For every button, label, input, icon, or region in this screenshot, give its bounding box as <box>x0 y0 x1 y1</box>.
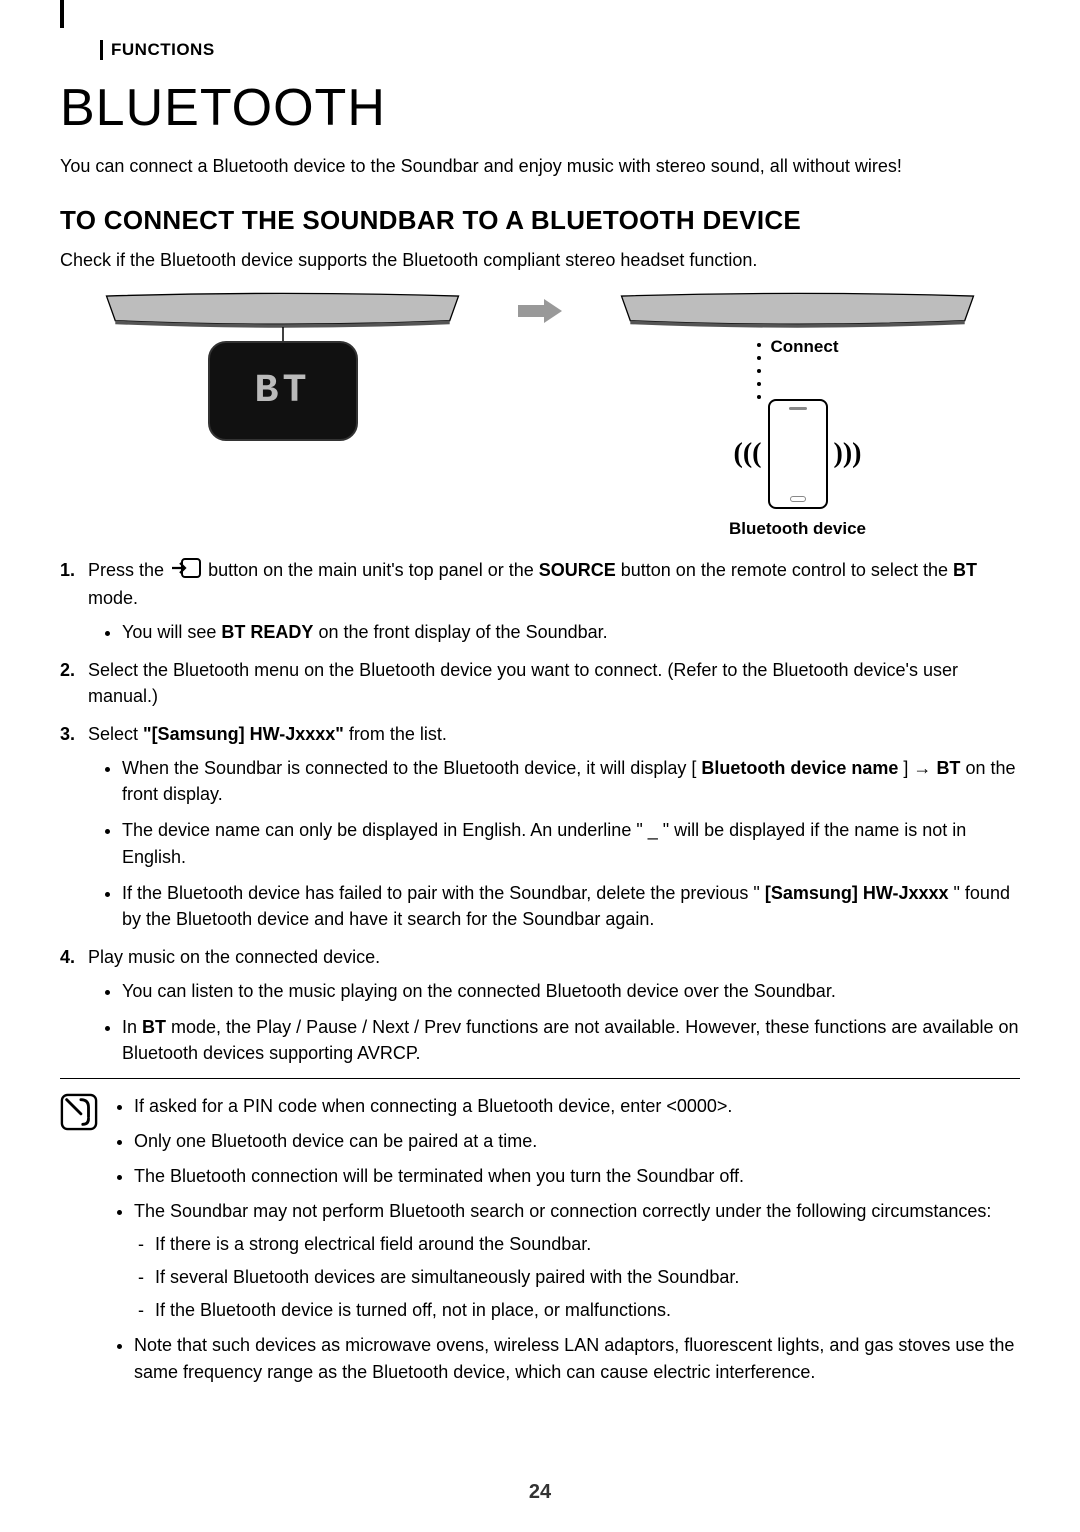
step-2: Select the Bluetooth menu on the Bluetoo… <box>60 657 1020 709</box>
step-3: Select "[Samsung] HW-Jxxxx" from the lis… <box>60 721 1020 932</box>
soundbar-right-icon <box>575 289 1020 333</box>
section-label: FUNCTIONS <box>100 40 1020 60</box>
step-3-sub1-bold2: BT <box>936 758 960 778</box>
step-1-text-c: button on the remote control to select t… <box>621 560 953 580</box>
step-3-sub-3: If the Bluetooth device has failed to pa… <box>122 880 1020 932</box>
step-1: Press the button on the main unit's top … <box>60 557 1020 645</box>
step-3-sub-2: The device name can only be displayed in… <box>122 817 1020 869</box>
note-4: The Soundbar may not perform Bluetooth s… <box>134 1198 1020 1324</box>
note-2: Only one Bluetooth device can be paired … <box>134 1128 1020 1155</box>
note-4b: If several Bluetooth devices are simulta… <box>152 1264 1020 1291</box>
step-3-a: Select <box>88 724 143 744</box>
step-1-source-bold: SOURCE <box>539 560 616 580</box>
section-heading: TO CONNECT THE SOUNDBAR TO A BLUETOOTH D… <box>60 205 1020 236</box>
diagram-arrow <box>515 289 565 323</box>
note-4c: If the Bluetooth device is turned off, n… <box>152 1297 1020 1324</box>
step-1-text-d: mode. <box>88 588 138 608</box>
phone-icon <box>768 399 828 509</box>
step-1-sub-a: You will see <box>122 622 221 642</box>
arrow-right-icon <box>518 299 562 323</box>
step-1-sub: You will see BT READY on the front displ… <box>122 619 1020 645</box>
step-1-sub-bold: BT READY <box>221 622 313 642</box>
signal-wave-left-icon: ((( <box>734 438 762 470</box>
diagram-left-panel: BT <box>60 289 505 441</box>
step-3-bold: "[Samsung] HW-Jxxxx" <box>143 724 344 744</box>
step-3-sub1-a: When the Soundbar is connected to the Bl… <box>122 758 696 778</box>
note-5: Note that such devices as microwave oven… <box>134 1332 1020 1386</box>
notes-block: If asked for a PIN code when connecting … <box>60 1078 1020 1394</box>
step-4-sub2-bold: BT <box>142 1017 166 1037</box>
step-4-sub2-a: In <box>122 1017 142 1037</box>
step-1-text-b: button on the main unit's top panel or t… <box>208 560 539 580</box>
note-icon <box>60 1093 98 1131</box>
connection-diagram: BT Connect ((( ))) Bluetooth device <box>60 289 1020 539</box>
step-4-sub2-b: mode, the Play / Pause / Next / Prev fun… <box>122 1017 1019 1063</box>
note-1: If asked for a PIN code when connecting … <box>134 1093 1020 1120</box>
note-4a: If there is a strong electrical field ar… <box>152 1231 1020 1258</box>
step-3-sub1-bold1: Bluetooth device name <box>701 758 898 778</box>
page-corner-marker <box>60 0 64 28</box>
source-button-icon <box>171 558 201 585</box>
step-4: Play music on the connected device. You … <box>60 944 1020 1066</box>
page-number: 24 <box>529 1481 551 1504</box>
step-4-sub-1: You can listen to the music playing on t… <box>122 978 1020 1004</box>
step-3-b: from the list. <box>349 724 447 744</box>
check-text: Check if the Bluetooth device supports t… <box>60 250 1020 271</box>
bluetooth-device-label: Bluetooth device <box>729 519 866 539</box>
phone-with-waves: ((( ))) <box>734 399 862 509</box>
step-3-sub3-a: If the Bluetooth device has failed to pa… <box>122 883 760 903</box>
note-4-text: The Soundbar may not perform Bluetooth s… <box>134 1201 991 1221</box>
remote-display: BT <box>208 341 358 441</box>
connect-label: Connect <box>771 337 839 357</box>
remote-display-text: BT <box>254 369 310 414</box>
step-1-sub-b: on the front display of the Soundbar. <box>318 622 607 642</box>
note-3: The Bluetooth connection will be termina… <box>134 1163 1020 1190</box>
step-3-sub1-b: ] → <box>903 758 936 778</box>
step-3-sub-1: When the Soundbar is connected to the Bl… <box>122 755 1020 807</box>
diagram-right-panel: Connect ((( ))) Bluetooth device <box>575 289 1020 539</box>
step-1-text-a: Press the <box>88 560 169 580</box>
page-title: BLUETOOTH <box>60 78 1020 138</box>
intro-text: You can connect a Bluetooth device to th… <box>60 156 1020 177</box>
notes-list: If asked for a PIN code when connecting … <box>134 1093 1020 1394</box>
step-4-text: Play music on the connected device. <box>88 947 380 967</box>
instruction-list: Press the button on the main unit's top … <box>60 557 1020 1066</box>
step-3-sub3-bold: [Samsung] HW-Jxxxx <box>765 883 949 903</box>
step-4-sub-2: In BT mode, the Play / Pause / Next / Pr… <box>122 1014 1020 1066</box>
connection-dots <box>757 343 761 399</box>
signal-wave-right-icon: ))) <box>834 438 862 470</box>
step-1-bt-bold: BT <box>953 560 977 580</box>
